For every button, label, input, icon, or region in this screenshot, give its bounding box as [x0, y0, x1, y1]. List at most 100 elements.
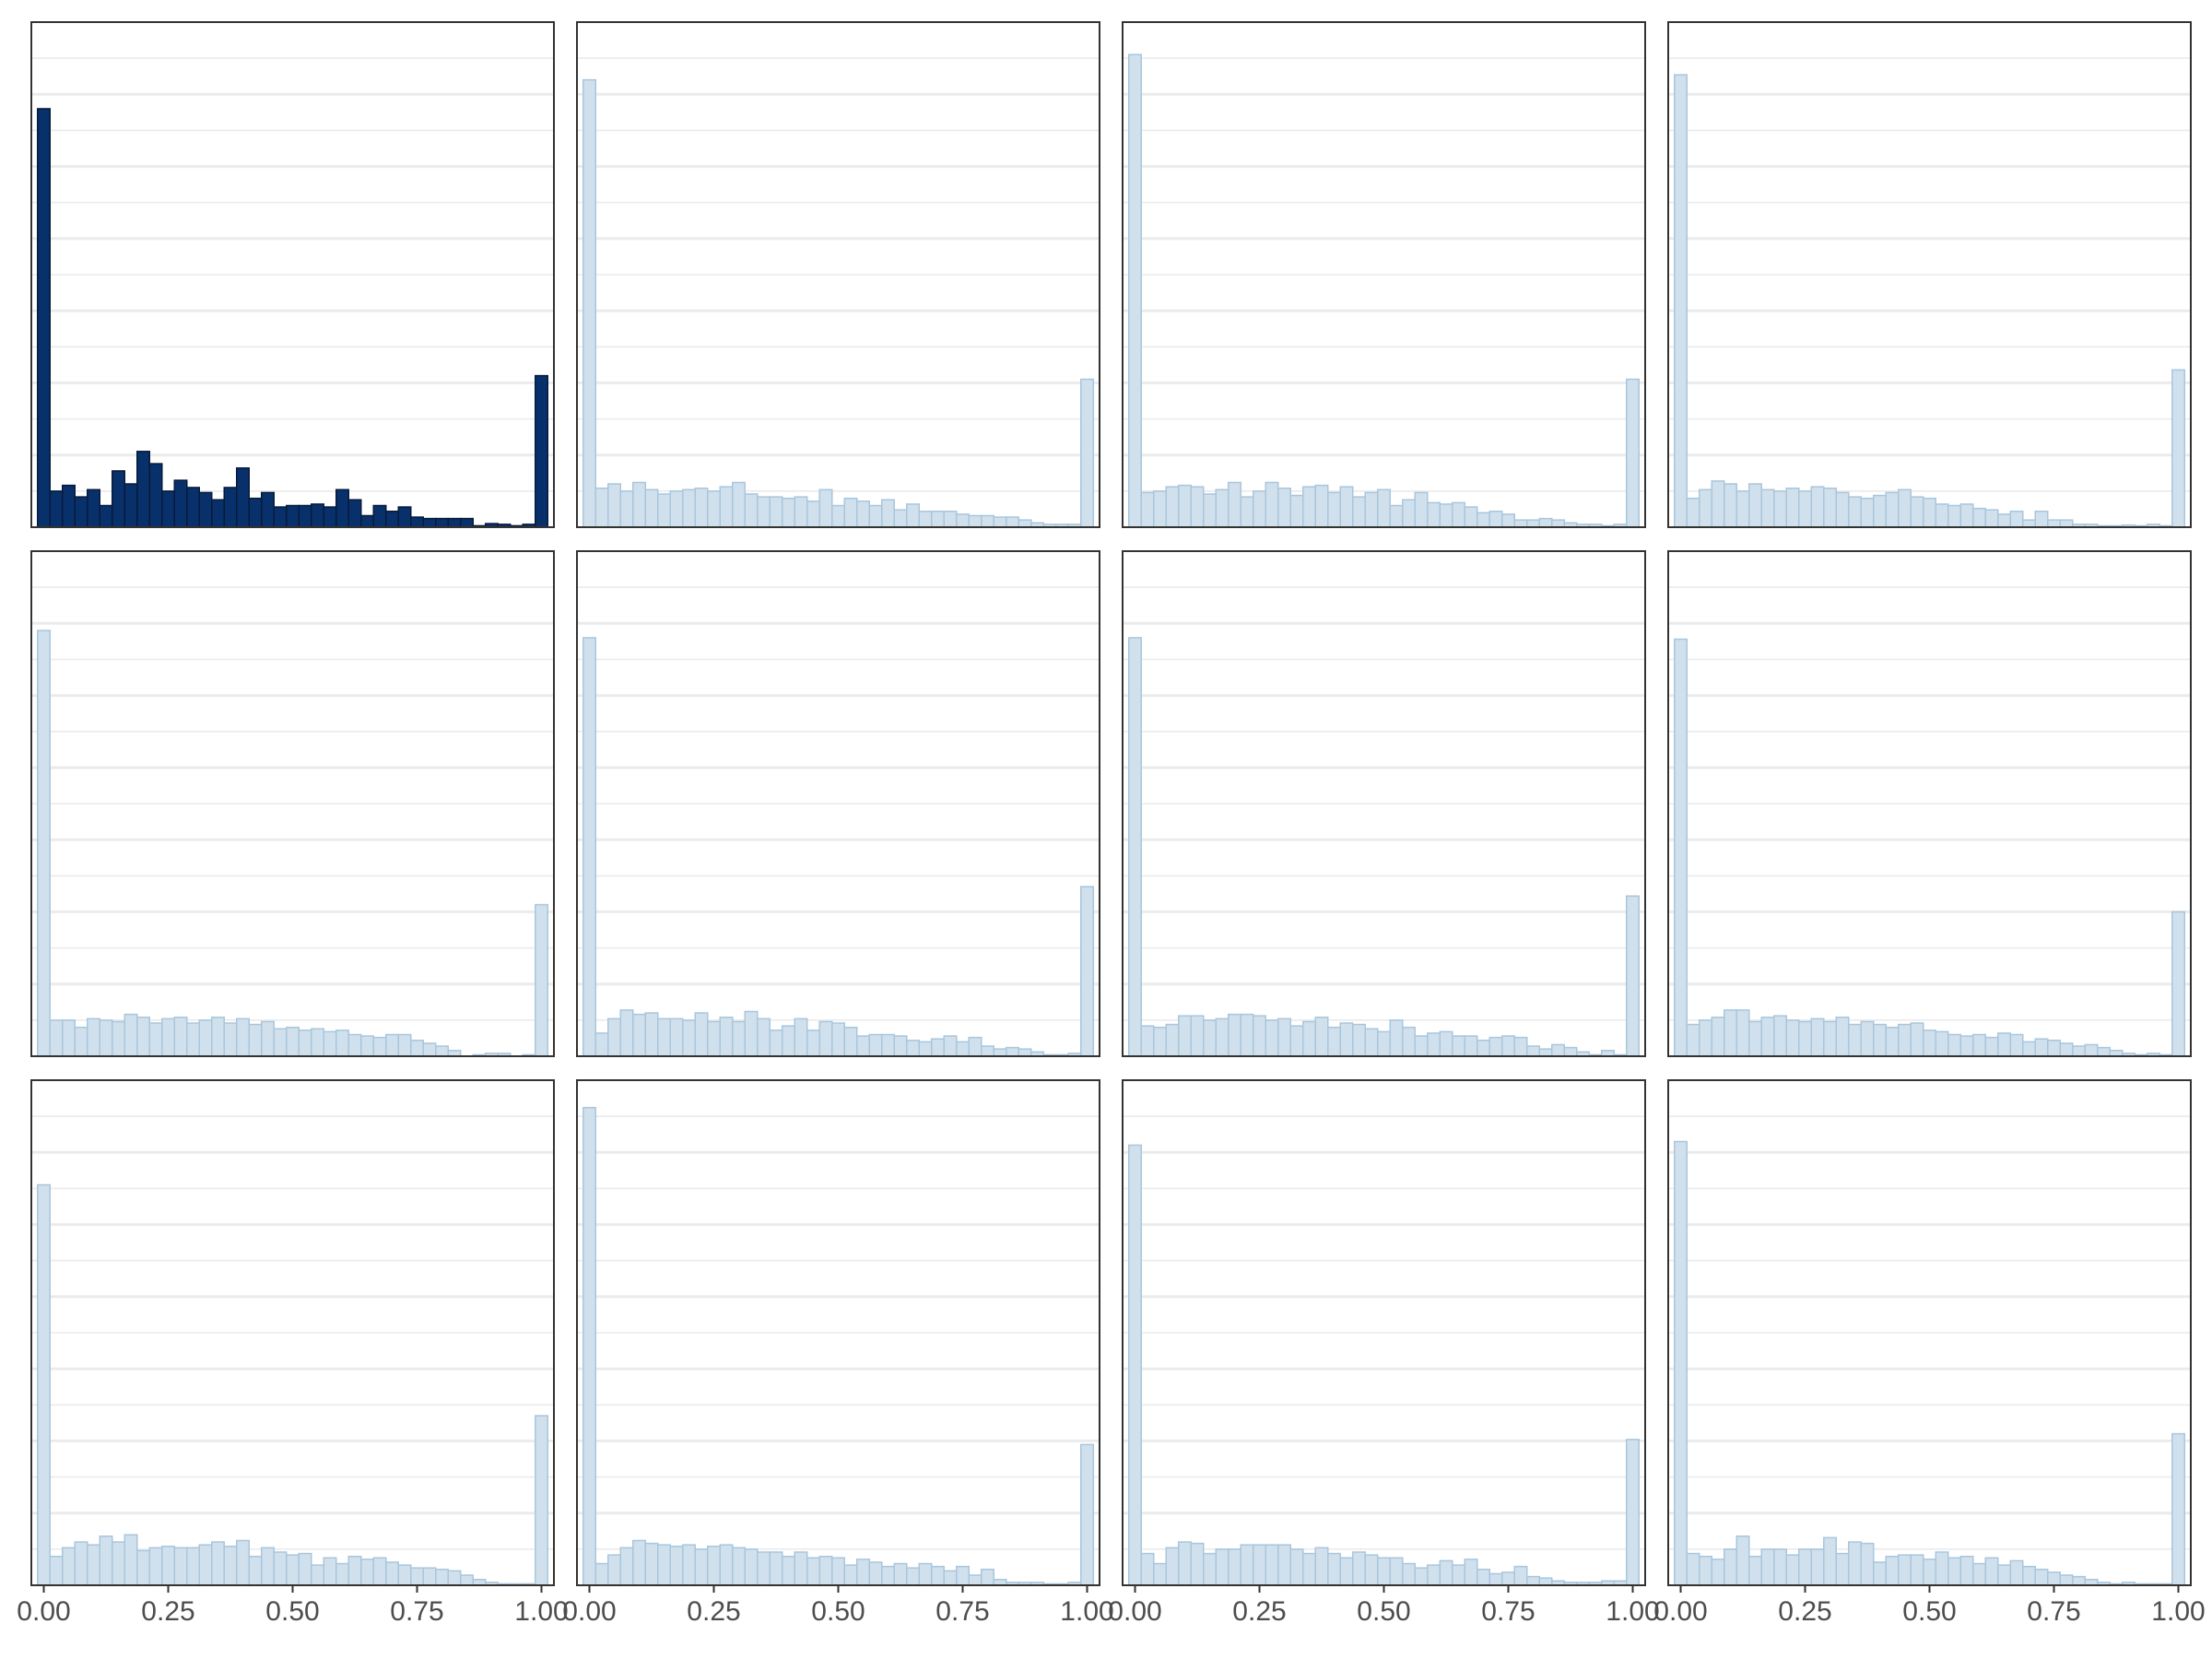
- histogram-bar: [1006, 516, 1019, 528]
- histogram-bar: [1452, 1035, 1465, 1057]
- histogram-bar: [422, 1567, 437, 1586]
- histogram-bar: [87, 1018, 100, 1057]
- histogram-bar: [261, 491, 275, 528]
- histogram-bar: [1427, 501, 1441, 528]
- histogram-bar: [1935, 503, 1949, 528]
- histogram-bar: [410, 1567, 424, 1586]
- histogram-bar: [594, 1562, 609, 1586]
- histogram-bar: [818, 1020, 833, 1057]
- histogram-bar: [1190, 486, 1205, 528]
- histogram-bar: [1364, 1554, 1379, 1586]
- histogram-bar: [1885, 1555, 1900, 1586]
- histogram-bar: [1414, 1567, 1429, 1586]
- histogram-bar: [2047, 1040, 2061, 1057]
- histogram-bar: [782, 1025, 795, 1057]
- histogram-bar: [744, 493, 759, 528]
- histogram-bar: [62, 1019, 76, 1057]
- histogram-bar: [732, 481, 746, 528]
- histogram-bar: [893, 1035, 908, 1057]
- histogram-bar: [1389, 1019, 1404, 1057]
- histogram-bar: [769, 1551, 783, 1586]
- histogram-panel: 0.00 0.25 0.50 0.75 1.00: [1653, 1079, 2206, 1627]
- histogram-bar: [2022, 1565, 2036, 1586]
- histogram-bar: [397, 1033, 412, 1057]
- histogram-bar: [136, 1549, 150, 1586]
- histogram-bar: [248, 1555, 263, 1586]
- histogram-bar: [37, 629, 51, 1057]
- histogram-bar: [1898, 1023, 1912, 1057]
- x-tick-label: 0.75: [390, 1596, 443, 1627]
- panel-border: [1122, 550, 1646, 1057]
- histogram-bar: [607, 1018, 621, 1057]
- histogram-bar: [2072, 1045, 2086, 1057]
- histogram-bar: [2009, 1033, 2024, 1057]
- histogram-bar: [1128, 637, 1142, 1057]
- histogram-bar: [1748, 483, 1762, 528]
- x-tick-label: 0.25: [141, 1596, 194, 1627]
- histogram-bar: [198, 491, 213, 528]
- histogram-bar: [856, 1559, 870, 1586]
- histogram-bar: [757, 1551, 771, 1586]
- histogram-bar: [1339, 1022, 1354, 1057]
- histogram-bar: [435, 517, 449, 528]
- histogram-bar: [1984, 1036, 1999, 1057]
- histogram-bar: [1501, 1571, 1515, 1586]
- histogram-bar: [694, 1548, 709, 1586]
- histogram-bar: [1203, 1552, 1217, 1586]
- x-tick-label: 1.00: [2151, 1596, 2205, 1627]
- histogram-bar: [148, 1022, 163, 1057]
- histogram-bar: [1724, 1009, 1737, 1057]
- histogram-bar: [906, 1040, 920, 1057]
- histogram-panel: [1667, 550, 2192, 1057]
- histogram-bar: [1439, 1030, 1453, 1057]
- histogram-bar: [943, 1570, 958, 1586]
- histogram-bar: [74, 1026, 88, 1057]
- histogram-bar: [211, 1541, 225, 1586]
- histogram-bar: [1253, 490, 1266, 528]
- histogram-bar: [273, 1551, 288, 1586]
- histogram-bar: [1178, 484, 1192, 528]
- histogram-bar: [1253, 1015, 1266, 1057]
- histogram-bar: [173, 1547, 188, 1586]
- histogram-bar: [447, 1570, 462, 1586]
- histogram-bar: [1165, 1023, 1180, 1057]
- histogram-bar: [286, 504, 300, 528]
- histogram-bar: [136, 1016, 150, 1057]
- histogram-bar: [644, 488, 659, 528]
- histogram-bar: [582, 1106, 596, 1586]
- histogram-bar: [968, 1036, 982, 1057]
- histogram-bar: [286, 1554, 300, 1586]
- histogram-bar: [397, 1564, 412, 1586]
- histogram-bar: [535, 1415, 548, 1586]
- histogram-bar: [2022, 519, 2036, 528]
- histogram-bar: [607, 1554, 621, 1586]
- histogram-bar: [1760, 1548, 1775, 1586]
- histogram-bar: [1018, 1048, 1032, 1057]
- histogram-bar: [1302, 1020, 1316, 1057]
- histogram-bar: [161, 1545, 175, 1586]
- histogram-bar: [893, 1562, 908, 1586]
- histogram-panel: [30, 550, 555, 1057]
- panel-border: [1122, 21, 1646, 528]
- histogram-bar: [632, 481, 646, 528]
- histogram-bar: [1277, 1018, 1291, 1057]
- histogram-bar: [1364, 491, 1379, 528]
- panel-border: [576, 550, 1100, 1057]
- histogram-bar: [931, 1038, 945, 1057]
- histogram-bar: [1265, 1019, 1279, 1057]
- histogram-bar: [435, 1569, 449, 1586]
- histogram-panel: [1667, 21, 2192, 528]
- histogram-bar: [1253, 1544, 1266, 1586]
- histogram-bar: [37, 108, 51, 528]
- histogram-bar: [2047, 1571, 2061, 1586]
- histogram-bar: [124, 1534, 138, 1586]
- histogram-bar: [1972, 1033, 1986, 1057]
- histogram-bar: [1785, 1019, 1800, 1057]
- histogram-bar: [124, 483, 138, 528]
- histogram-bar: [211, 499, 225, 528]
- panel-border: [1667, 550, 2192, 1057]
- histogram-bar: [372, 504, 387, 528]
- histogram-bar: [323, 506, 337, 528]
- histogram-bar: [1711, 1016, 1725, 1057]
- histogram-panel: [576, 21, 1100, 528]
